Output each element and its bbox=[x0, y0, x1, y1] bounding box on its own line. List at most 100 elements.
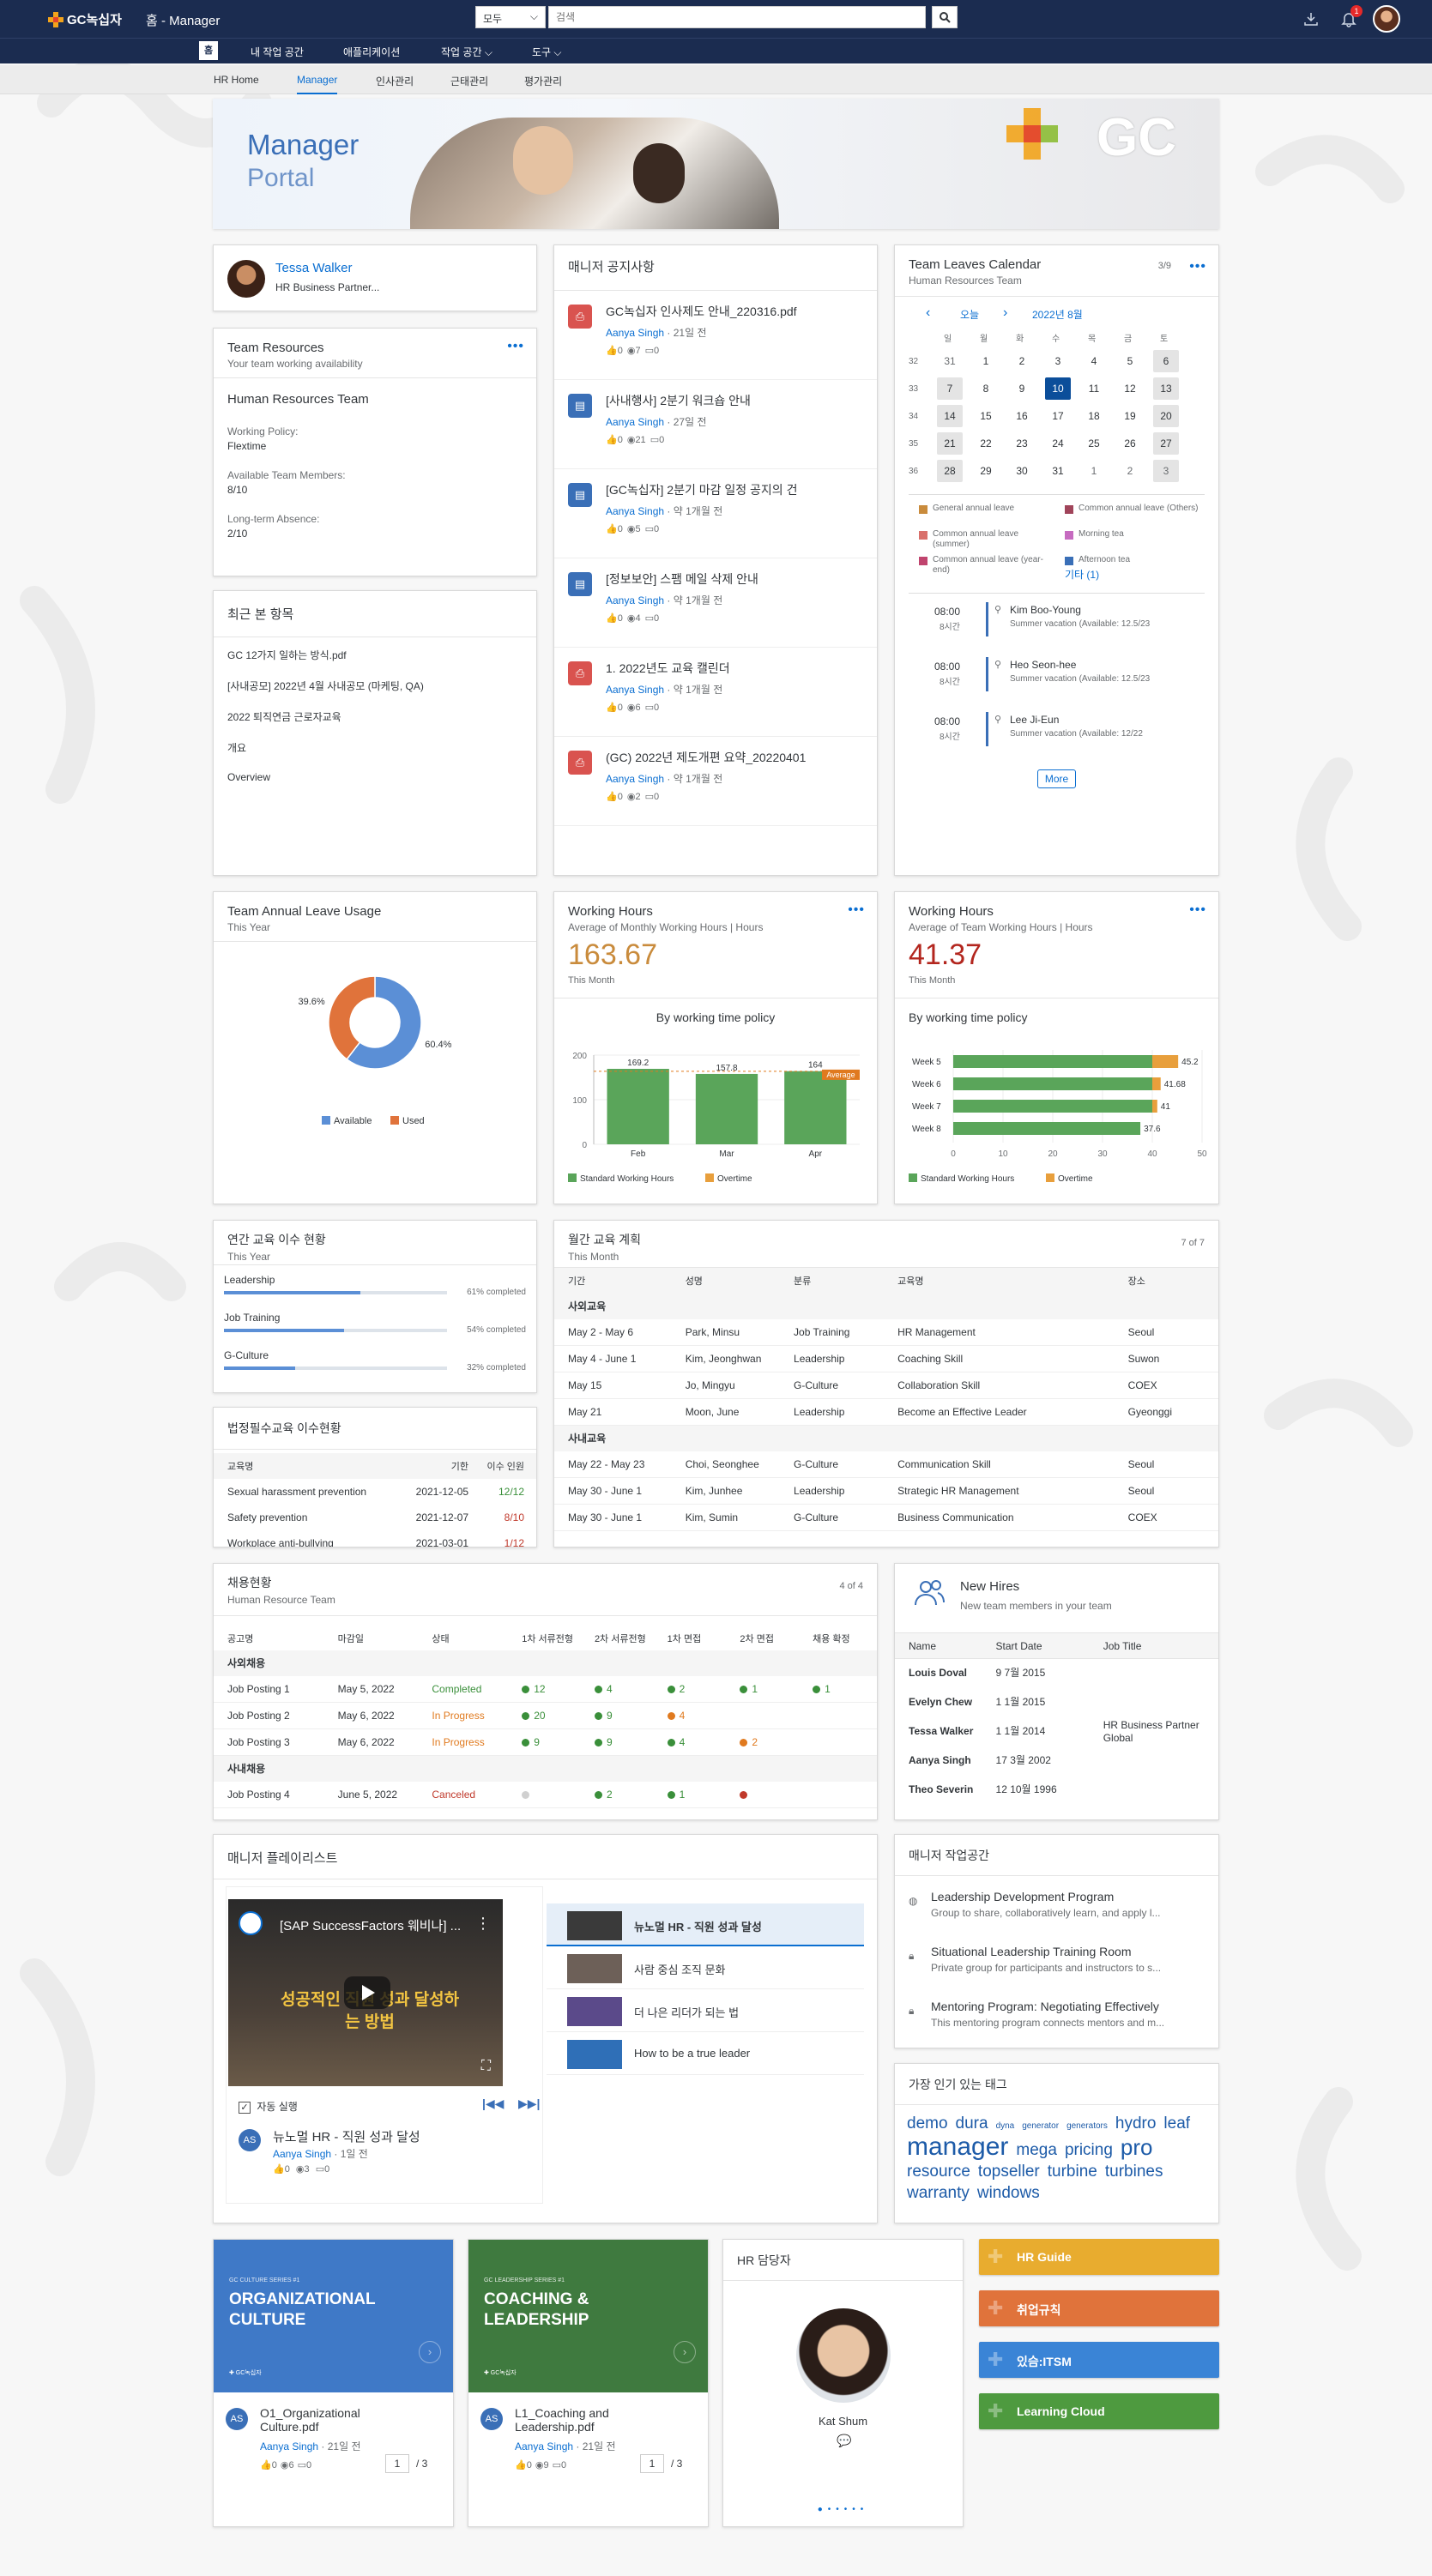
table-row[interactable]: Job Posting 4 June 5, 2022 Canceled 2 1 bbox=[214, 1782, 877, 1808]
calendar-day[interactable]: 20 bbox=[1153, 405, 1179, 427]
bar-segment[interactable] bbox=[1152, 1055, 1179, 1068]
notice-item[interactable]: ▤ [정보보안] 스팸 메일 삭제 안내 Aanya Singh · 약 1개월 전… bbox=[554, 558, 877, 648]
calendar-day[interactable]: 16 bbox=[1009, 405, 1035, 427]
calendar-day[interactable]: 22 bbox=[973, 432, 999, 455]
like-icon[interactable]: 👍 bbox=[606, 524, 618, 534]
table-row[interactable]: May 2 - May 6 Park, Minsu Job Training HR M… bbox=[554, 1319, 1218, 1346]
document-cover[interactable]: GC CULTURE SERIES #1 ORGANIZATIONAL CULTU… bbox=[214, 2240, 453, 2392]
notice-item[interactable]: ▤ [GC녹십자] 2분기 마감 일정 공지의 건 Aanya Singh · 약 … bbox=[554, 469, 877, 558]
tag-link[interactable]: hydro bbox=[1115, 2114, 1157, 2133]
like-icon[interactable]: 👍 bbox=[260, 2460, 272, 2470]
comment-icon[interactable]: ▭ bbox=[644, 613, 654, 624]
workspace-item[interactable]: 🔒︎ Mentoring Program: Negotiating Effecti… bbox=[907, 1993, 1206, 2048]
calendar-day[interactable]: 17 bbox=[1045, 405, 1071, 427]
table-row[interactable]: May 21 Moon, June Leadership Become an Effe… bbox=[554, 1399, 1218, 1426]
table-row[interactable]: Safety prevention 2021-12-07 8/10 bbox=[214, 1505, 536, 1530]
more-button[interactable]: More bbox=[1036, 769, 1077, 788]
playlist-item[interactable]: 뉴노멀 HR - 직원 성과 달성 bbox=[547, 1903, 864, 1946]
posting-name[interactable]: Job Posting 2 bbox=[227, 1710, 290, 1722]
notice-title[interactable]: GC녹십자 인사제도 안내_220316.pdf bbox=[606, 305, 797, 318]
more-options-icon[interactable]: ••• bbox=[848, 902, 865, 917]
calendar-day[interactable]: 31 bbox=[1045, 460, 1071, 482]
notice-item[interactable]: ▤ [사내행사] 2분기 워크숍 안내 Aanya Singh · 27일 전 👍0 ◉… bbox=[554, 380, 877, 469]
calendar-day[interactable]: 9 bbox=[1009, 377, 1035, 400]
current-video-title[interactable]: 뉴노멀 HR - 직원 성과 달성 bbox=[273, 2130, 420, 2145]
fullscreen-icon[interactable]: ⛶ bbox=[480, 2059, 491, 2073]
recent-item[interactable]: GC 12가지 일하는 방식.pdf bbox=[227, 649, 347, 661]
skip-forward-icon[interactable]: ▶▶| bbox=[518, 2096, 541, 2110]
hr-contact-name[interactable]: Kat Shum bbox=[818, 2415, 868, 2428]
notice-title[interactable]: [정보보안] 스팸 메일 삭제 안내 bbox=[606, 572, 758, 586]
edu-progress-item[interactable]: Job Training 54% completed bbox=[224, 1308, 526, 1346]
like-icon[interactable]: 👍 bbox=[606, 435, 618, 445]
calendar-day[interactable]: 2 bbox=[1009, 350, 1035, 372]
tag-link[interactable]: dyna bbox=[995, 2121, 1015, 2131]
table-row[interactable]: Sexual harassment prevention 2021-12-05 12… bbox=[214, 1479, 536, 1505]
notice-author[interactable]: Aanya Singh bbox=[606, 327, 665, 339]
comment-icon[interactable]: ▭ bbox=[644, 346, 654, 356]
bar-segment[interactable] bbox=[953, 1100, 1152, 1113]
current-month[interactable]: 2022년 8월 bbox=[1032, 309, 1083, 321]
notice-title[interactable]: [사내행사] 2분기 워크숍 안내 bbox=[606, 394, 751, 407]
calendar-day[interactable]: 12 bbox=[1117, 377, 1143, 400]
calendar-day[interactable]: 19 bbox=[1117, 405, 1143, 427]
table-row[interactable]: Job Posting 1 May 5, 2022 Completed 12 4 2 1 1 bbox=[214, 1676, 877, 1703]
video-player[interactable]: [SAP SuccessFactors 웨비나] ... ⋮ 성공적인 직원 성… bbox=[228, 1899, 503, 2086]
autoplay-toggle[interactable]: ✓ 자동 실행 bbox=[239, 2099, 298, 2114]
download-icon[interactable] bbox=[1302, 10, 1320, 27]
user-avatar[interactable] bbox=[1373, 5, 1400, 33]
notice-author[interactable]: Aanya Singh bbox=[606, 773, 665, 785]
calendar-day[interactable]: 28 bbox=[937, 460, 963, 482]
autoplay-checkbox[interactable]: ✓ bbox=[239, 2101, 251, 2114]
document-file-name[interactable]: O1_Organizational Culture.pdf bbox=[260, 2406, 360, 2434]
subnav-evaluation[interactable]: 평가관리 bbox=[524, 75, 563, 87]
table-row[interactable]: May 4 - June 1 Kim, Jeonghwan Leadership Co… bbox=[554, 1346, 1218, 1372]
tag-link[interactable]: warranty bbox=[907, 2184, 970, 2202]
tag-link[interactable]: manager bbox=[907, 2133, 1009, 2161]
quick-link-button[interactable]: ✚ 취업규칙 bbox=[979, 2290, 1219, 2326]
document-cover[interactable]: GC LEADERSHIP SERIES #1 COACHING & LEADER… bbox=[468, 2240, 708, 2392]
chat-icon[interactable]: 💬 bbox=[837, 2434, 852, 2447]
like-icon[interactable]: 👍 bbox=[606, 346, 618, 356]
tag-link[interactable]: topseller bbox=[977, 2163, 1040, 2181]
edu-progress-item[interactable]: Leadership 61% completed bbox=[224, 1270, 526, 1308]
calendar-day[interactable]: 31 bbox=[937, 350, 963, 372]
calendar-day[interactable]: 24 bbox=[1045, 432, 1071, 455]
notice-author[interactable]: Aanya Singh bbox=[606, 684, 665, 696]
video-menu-icon[interactable]: ⋮ bbox=[475, 1915, 491, 1932]
today-button[interactable]: 오늘 bbox=[960, 309, 980, 321]
tag-link[interactable]: mega bbox=[1016, 2141, 1057, 2159]
subnav-hr-home[interactable]: HR Home bbox=[214, 74, 259, 86]
tag-link[interactable]: resource bbox=[907, 2163, 970, 2181]
table-row[interactable]: Workplace anti-bullying 2021-03-01 1/12 bbox=[214, 1530, 536, 1547]
leave-entry[interactable]: 08:00 8시간 ⚲ Heo Seon-hee Summer vacation (Av… bbox=[909, 657, 1205, 712]
next-month-icon[interactable]: › bbox=[1003, 305, 1008, 320]
calendar-day[interactable]: 3 bbox=[1045, 350, 1071, 372]
tag-link[interactable]: turbine bbox=[1047, 2163, 1097, 2181]
like-icon[interactable]: 👍 bbox=[606, 613, 618, 624]
calendar-day[interactable]: 2 bbox=[1117, 460, 1143, 482]
edu-progress-item[interactable]: G-Culture 32% completed bbox=[224, 1346, 526, 1384]
leave-entry[interactable]: 08:00 8시간 ⚲ Kim Boo-Young Summer vacation (A… bbox=[909, 602, 1205, 657]
comment-icon[interactable]: ▭ bbox=[644, 792, 654, 802]
document-author[interactable]: Aanya Singh bbox=[260, 2440, 319, 2452]
tag-link[interactable]: pro bbox=[1120, 2134, 1153, 2160]
posting-name[interactable]: Job Posting 3 bbox=[227, 1736, 290, 1748]
gc-logo[interactable]: GC녹십자 bbox=[48, 10, 122, 28]
calendar-day[interactable]: 14 bbox=[937, 405, 963, 427]
calendar-day[interactable]: 23 bbox=[1009, 432, 1035, 455]
profile-name[interactable]: Tessa Walker bbox=[275, 261, 353, 275]
bar-mar[interactable] bbox=[695, 1073, 758, 1144]
calendar-day[interactable]: 26 bbox=[1117, 432, 1143, 455]
tag-link[interactable]: dura bbox=[955, 2114, 988, 2133]
shell-title[interactable]: 홈 - Manager bbox=[146, 14, 221, 28]
table-row[interactable]: Job Posting 3 May 6, 2022 In Progress 9 9 4 2 bbox=[214, 1729, 877, 1756]
table-row[interactable]: Tessa Walker 1 1월 2014 HR Business Partner… bbox=[895, 1717, 1218, 1746]
recent-item[interactable]: Overview bbox=[227, 771, 271, 783]
nav-item-my-workspace[interactable]: 내 작업 공간 bbox=[251, 46, 304, 58]
workspace-item[interactable]: ◍ Leadership Development Program Group to … bbox=[907, 1883, 1206, 1938]
calendar-day[interactable]: 27 bbox=[1153, 432, 1179, 455]
document-author[interactable]: Aanya Singh bbox=[515, 2440, 574, 2452]
like-icon[interactable]: 👍 bbox=[515, 2460, 527, 2470]
bar-segment[interactable] bbox=[953, 1055, 1152, 1068]
